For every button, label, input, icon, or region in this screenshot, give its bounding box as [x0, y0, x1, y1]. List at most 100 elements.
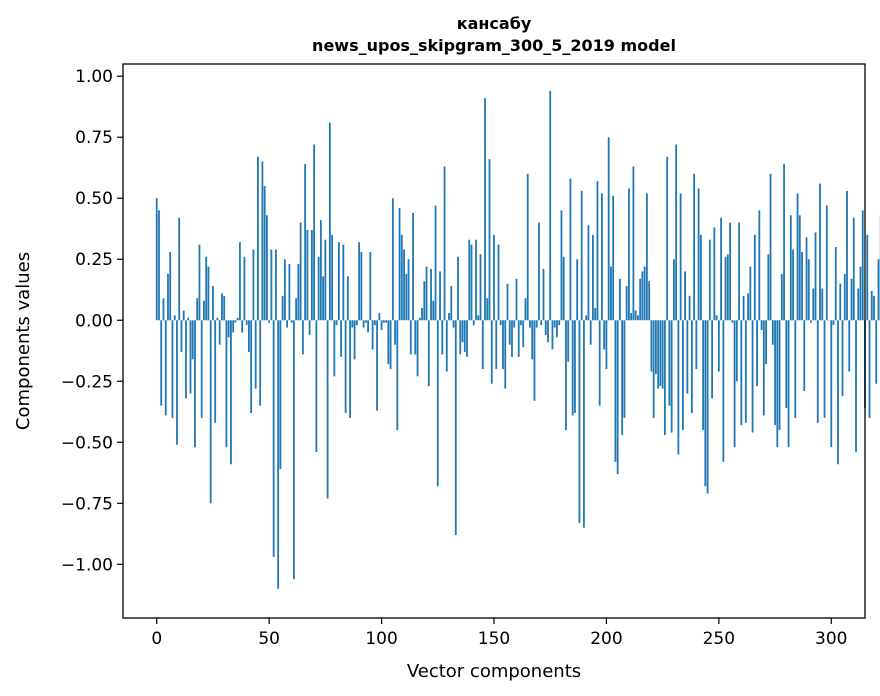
bar-155 — [504, 320, 507, 389]
bar-96 — [371, 320, 374, 350]
bar-191 — [585, 315, 588, 321]
y-tick-label: 0.75 — [75, 128, 113, 148]
bar-283 — [792, 249, 794, 321]
bar-112 — [407, 259, 410, 321]
y-tick-label: −0.75 — [61, 494, 113, 514]
bar-141 — [472, 320, 475, 326]
bar-71 — [315, 320, 318, 453]
bar-316 — [866, 234, 869, 321]
bar-30 — [223, 295, 226, 321]
bar-36 — [236, 317, 239, 321]
bar-288 — [803, 320, 806, 392]
bar-194 — [592, 234, 594, 321]
bar-74 — [322, 276, 325, 321]
bar-240 — [695, 320, 698, 370]
bar-107 — [396, 320, 399, 431]
bar-54 — [277, 320, 280, 589]
bar-207 — [621, 320, 624, 435]
x-axis-ticks: 0 50 100 150 200 250 300 — [151, 618, 847, 649]
bar-269 — [760, 320, 763, 331]
bar-151 — [495, 320, 498, 370]
bar-247 — [711, 320, 713, 399]
bar-117 — [418, 317, 421, 321]
bar-86 — [349, 320, 351, 418]
bar-253 — [724, 256, 727, 321]
bar-271 — [765, 320, 767, 365]
bar-11 — [180, 320, 183, 352]
bar-311 — [855, 320, 857, 453]
bar-21 — [203, 300, 205, 321]
x-tick-label: 250 — [703, 629, 735, 649]
bar-156 — [506, 283, 509, 321]
bar-46 — [259, 320, 262, 406]
bar-275 — [774, 320, 776, 426]
bar-300 — [830, 320, 833, 448]
bars-group — [155, 90, 880, 589]
bar-213 — [634, 310, 637, 321]
bar-77 — [328, 122, 331, 321]
bar-130 — [448, 312, 450, 321]
bar-282 — [789, 215, 792, 321]
bar-5 — [167, 273, 169, 321]
bar-292 — [812, 288, 815, 321]
y-axis-ticks: −1.00 −0.75 −0.50 −0.25 0.00 0.25 0.50 0.75 1.00 — [61, 67, 123, 575]
bar-137 — [463, 320, 466, 352]
bar-268 — [758, 210, 761, 321]
bar-10 — [178, 217, 181, 321]
bar-15 — [189, 320, 192, 394]
bar-320 — [875, 320, 878, 384]
bar-206 — [619, 278, 621, 321]
bar-232 — [677, 320, 680, 455]
bar-280 — [785, 320, 788, 409]
bar-108 — [398, 207, 401, 321]
bar-97 — [373, 320, 376, 326]
bar-235 — [684, 271, 687, 321]
bar-242 — [699, 234, 702, 321]
bar-140 — [470, 244, 473, 321]
bar-24 — [209, 320, 212, 504]
bar-167 — [531, 320, 534, 360]
bar-205 — [616, 320, 619, 475]
bar-122 — [430, 269, 432, 321]
bar-82 — [340, 320, 342, 357]
x-tick-label: 50 — [258, 629, 280, 649]
bar-99 — [378, 312, 381, 321]
y-tick-label: 0.25 — [75, 250, 113, 270]
bar-159 — [513, 320, 516, 328]
bar-162 — [520, 320, 522, 326]
bar-131 — [450, 286, 453, 321]
bar-69 — [310, 229, 313, 321]
bar-195 — [594, 308, 597, 321]
x-tick-label: 200 — [590, 629, 622, 649]
bar-187 — [576, 259, 579, 321]
bar-219 — [648, 281, 651, 321]
bar-50 — [268, 320, 271, 323]
bar-153 — [499, 320, 502, 326]
bar-81 — [337, 242, 340, 321]
bar-277 — [778, 320, 781, 431]
bar-181 — [562, 256, 565, 321]
bar-75 — [324, 239, 327, 321]
bar-115 — [414, 320, 417, 355]
bar-62 — [295, 298, 298, 321]
bar-227 — [666, 156, 669, 321]
bar-85 — [346, 276, 349, 321]
bar-183 — [567, 320, 570, 362]
bar-79 — [333, 320, 336, 377]
plot-frame — [122, 63, 866, 619]
bar-22 — [205, 256, 208, 321]
bar-303 — [837, 320, 839, 465]
bar-0 — [155, 198, 158, 321]
bar-93 — [364, 320, 367, 323]
bar-168 — [533, 320, 536, 401]
bar-55 — [279, 320, 282, 470]
bar-264 — [749, 266, 752, 321]
bar-109 — [400, 234, 403, 321]
bar-210 — [628, 188, 630, 321]
bar-152 — [497, 244, 500, 321]
bar-123 — [432, 300, 435, 321]
bar-113 — [409, 320, 412, 355]
bar-91 — [360, 251, 363, 321]
bar-215 — [639, 278, 642, 321]
